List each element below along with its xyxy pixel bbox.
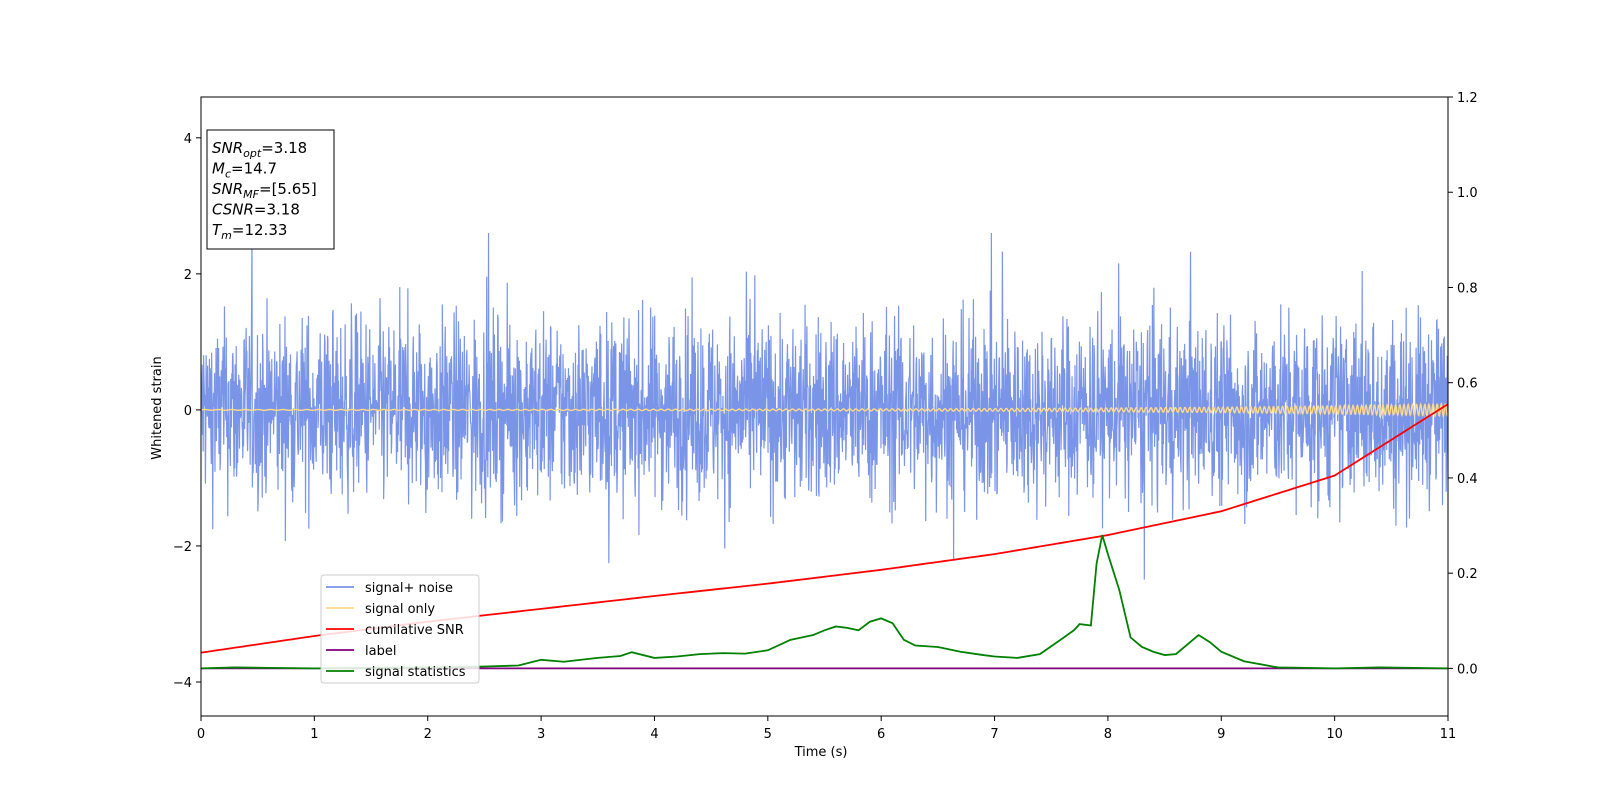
- y2-tick-label: 0.6: [1457, 377, 1478, 392]
- y2-tick-label: 0.4: [1457, 472, 1478, 487]
- x-tick-label: 6: [877, 727, 885, 742]
- y2-tick-label: 0.0: [1457, 662, 1478, 677]
- x-axis-label: Time (s): [794, 745, 848, 760]
- x-tick-label: 11: [1440, 727, 1457, 742]
- x-tick-label: 3: [537, 727, 545, 742]
- legend-label: signal+ noise: [365, 581, 453, 596]
- x-tick-label: 0: [197, 727, 205, 742]
- y-tick-label: 2: [184, 268, 192, 283]
- series-signal-only: [201, 401, 1448, 418]
- axes-frame: [200, 96, 1449, 717]
- y2-tick-label: 0.8: [1457, 281, 1478, 296]
- info-line: Mc=14.7: [212, 160, 277, 181]
- info-line: CSNR=3.18: [212, 201, 300, 219]
- x-tick-label: 1: [310, 727, 318, 742]
- legend-label: label: [365, 644, 396, 659]
- x-tick-label: 8: [1104, 727, 1112, 742]
- info-box-frame: [206, 129, 335, 250]
- y2-tick-label: 0.2: [1457, 567, 1478, 582]
- x-tick-label: 7: [990, 727, 998, 742]
- info-line: Tm=12.33: [212, 221, 287, 242]
- x-tick-label: 5: [764, 727, 772, 742]
- y-tick-label: 4: [184, 132, 192, 147]
- series-signal-noise: [201, 233, 1448, 580]
- y-tick-label: 0: [184, 404, 192, 419]
- info-line: SNRMF=[5.65]: [212, 180, 317, 201]
- y-tick-label: −4: [173, 676, 192, 691]
- y-axis-label: Whitened strain: [150, 356, 165, 459]
- y-tick-label: −2: [173, 540, 192, 555]
- legend: signal+ noise signal only cumilative SNR la…: [320, 574, 480, 684]
- axes: 0 1 2 3 4 5 6 7 8 9 10 11 −4 −2 0 2 4 0.0 0.2 0.4 0.6 0.8 1.0 1…: [173, 91, 1478, 742]
- x-tick-label: 4: [650, 727, 658, 742]
- legend-label: cumilative SNR: [365, 623, 464, 638]
- x-tick-label: 9: [1217, 727, 1225, 742]
- legend-label: signal statistics: [365, 665, 466, 680]
- legend-frame: [320, 574, 480, 684]
- x-tick-label: 2: [424, 727, 432, 742]
- legend-label: signal only: [365, 602, 435, 617]
- series-signal-statistics: [201, 534, 1448, 670]
- info-line: SNRopt=3.18: [212, 139, 307, 160]
- y2-tick-label: 1.0: [1457, 186, 1478, 201]
- y2-tick-label: 1.2: [1457, 91, 1478, 106]
- x-tick-label: 10: [1326, 727, 1343, 742]
